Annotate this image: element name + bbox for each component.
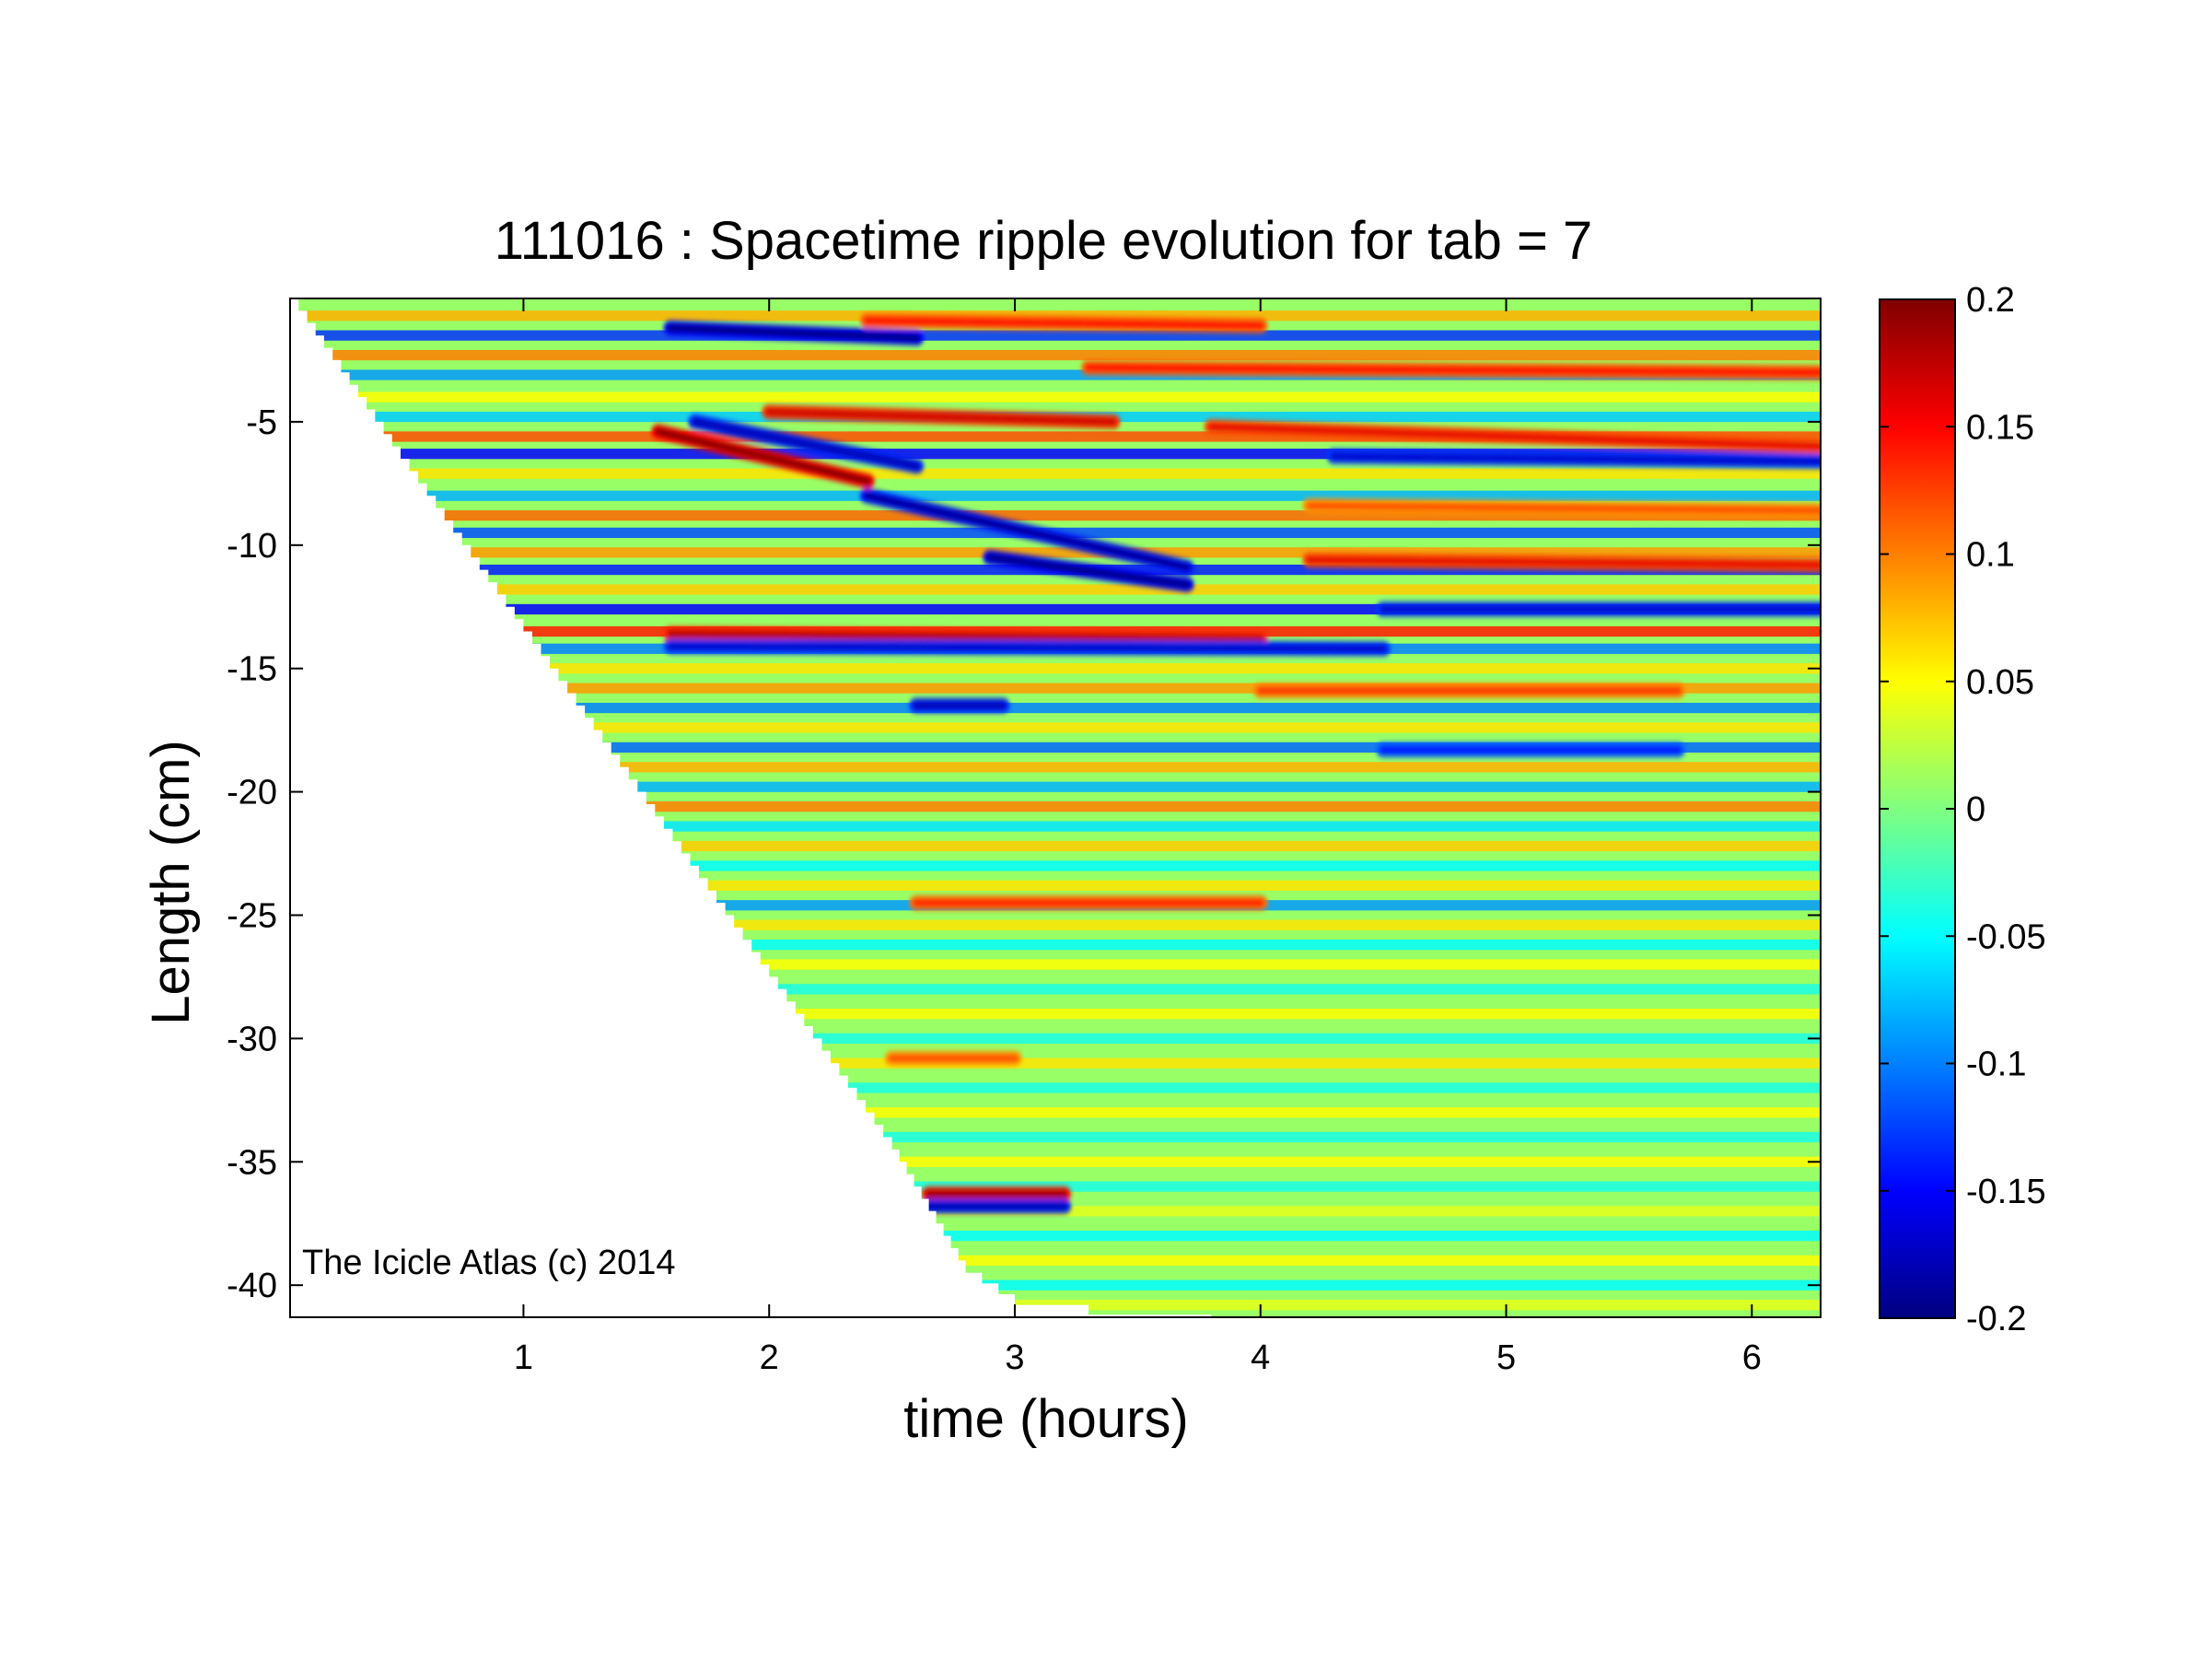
- colorbar-gradient: [1879, 298, 1956, 1319]
- y-axis-label: Length (cm): [141, 740, 201, 1024]
- ripple-band: [290, 742, 1821, 754]
- colorbar-ticks: 0.2 0.15 0.1 0.05 0 -0.05 -0.1 -0.15 -0.2: [1880, 281, 2046, 1338]
- ripple-streak-core: [1306, 555, 1821, 569]
- ripple-band: [290, 940, 1821, 951]
- x-tick-label: 5: [1496, 1338, 1516, 1377]
- ripple-band: [290, 1008, 1821, 1020]
- ripple-band: [290, 959, 1821, 970]
- y-tick-label: -15: [227, 650, 277, 689]
- ripple-streak-core: [655, 427, 871, 485]
- chart-title: 111016 : Spacetime ripple evolution for …: [495, 211, 1592, 271]
- ripple-band: [290, 369, 1821, 380]
- ripple-band: [290, 683, 1821, 694]
- ripple-streak-core: [986, 554, 1191, 589]
- ripple-band: [290, 1231, 1821, 1242]
- ripple-streak-core: [667, 642, 1388, 653]
- ripple-band: [290, 1057, 1821, 1069]
- ripple-band: [290, 1279, 1821, 1291]
- ripple-band: [290, 1156, 1821, 1167]
- ripple-band: [290, 330, 1821, 341]
- colorbar: 0.2 0.15 0.1 0.05 0 -0.05 -0.1 -0.15 -0.2: [1879, 281, 2046, 1338]
- ripple-streak-core: [667, 324, 921, 342]
- ripple-band: [290, 547, 1821, 558]
- ripple-band: [290, 1033, 1821, 1045]
- ripple-band: [290, 880, 1821, 891]
- ripple-band: [290, 349, 1821, 361]
- y-tick-label: -5: [246, 403, 277, 442]
- ripple-streak-core: [1306, 501, 1821, 515]
- colorbar-tick-label: 0.1: [1966, 536, 2015, 575]
- x-tick-label: 3: [1005, 1338, 1024, 1377]
- ripple-band: [290, 919, 1821, 930]
- ripple-band: [290, 984, 1821, 995]
- x-tick-label: 1: [514, 1338, 533, 1377]
- ripple-band: [290, 431, 1821, 442]
- plot-area: [290, 298, 1821, 1317]
- ripple-band: [290, 468, 1821, 479]
- y-tick-label: -35: [227, 1143, 277, 1182]
- ripple-band: [290, 1131, 1821, 1143]
- ripple-band: [290, 1181, 1821, 1192]
- colorbar-tick-label: -0.2: [1966, 1300, 2026, 1338]
- watermark-annotation: The Icicle Atlas (c) 2014: [302, 1244, 676, 1282]
- ripple-streak-core: [765, 408, 1117, 426]
- ripple-streak-core: [863, 492, 1191, 571]
- ripple-band: [290, 801, 1821, 812]
- ripple-band: [290, 584, 1821, 595]
- no-data-mask: [290, 298, 1212, 1317]
- colorbar-tick-label: -0.15: [1966, 1173, 2046, 1211]
- ripple-band: [290, 603, 1821, 615]
- colorbar-tick-label: 0.05: [1966, 663, 2034, 702]
- ripple-band: [290, 762, 1821, 773]
- x-tick-label: 4: [1251, 1338, 1270, 1377]
- colorbar-tick-label: 0: [1966, 790, 1985, 829]
- y-tick-label: -25: [227, 896, 277, 935]
- x-axis-label: time (hours): [903, 1389, 1188, 1449]
- ripple-band: [290, 840, 1821, 852]
- ripple-band: [290, 821, 1821, 832]
- ripple-streak-core: [1330, 452, 1821, 465]
- colorbar-tick-label: 0.15: [1966, 408, 2034, 447]
- ripple-band: [290, 722, 1821, 733]
- axes-frame: [289, 298, 1822, 1318]
- ripple-streak-core: [1085, 363, 1821, 377]
- y-tick-label: -30: [227, 1020, 277, 1058]
- ripple-band: [290, 663, 1821, 674]
- ripple-band: [290, 391, 1821, 403]
- colorbar-tick-label: 0.2: [1966, 281, 2015, 320]
- y-tick-label: -40: [227, 1267, 277, 1305]
- y-tick-label: -10: [227, 527, 277, 566]
- ripple-band: [290, 1107, 1821, 1118]
- y-tick-label: -20: [227, 774, 277, 812]
- x-axis: 1 2 3 4 5 6: [514, 298, 1762, 1377]
- ripple-band: [290, 1255, 1821, 1267]
- x-tick-label: 2: [760, 1338, 779, 1377]
- ripple-band: [290, 490, 1821, 501]
- ripple-band: [290, 781, 1821, 792]
- ripple-streak-core: [692, 417, 921, 471]
- ripple-streaks: [651, 313, 1821, 1214]
- ripple-streak-core: [1207, 423, 1821, 450]
- ripple-band: [290, 702, 1821, 714]
- x-tick-label: 6: [1742, 1338, 1762, 1377]
- ripple-streak-core: [863, 317, 1264, 330]
- ripple-band: [290, 1082, 1821, 1093]
- ripple-band: [290, 860, 1821, 871]
- ripple-band: [290, 449, 1821, 460]
- y-axis: -5 -10 -15 -20 -25 -30 -35 -40: [227, 403, 1821, 1305]
- ripple-streak-core: [667, 630, 1264, 643]
- ripple-band: [290, 510, 1821, 521]
- colorbar-tick-label: -0.05: [1966, 917, 2046, 956]
- colorbar-tick-label: -0.1: [1966, 1046, 2026, 1084]
